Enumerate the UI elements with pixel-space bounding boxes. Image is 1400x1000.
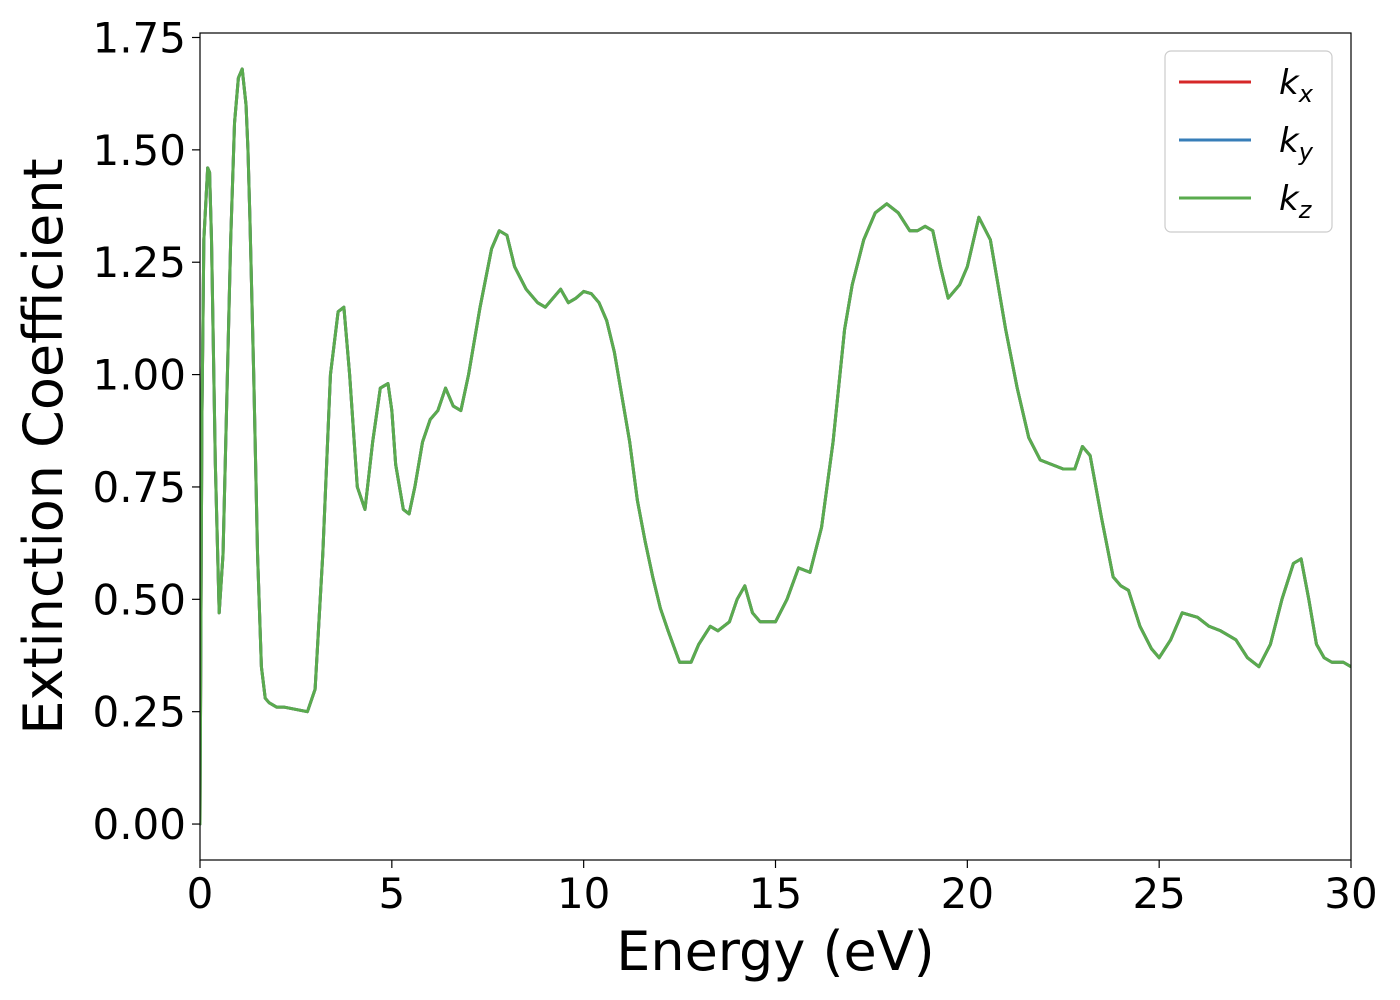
legend-label-subscript: y (1298, 138, 1314, 166)
legend-label: ky (1279, 121, 1314, 166)
y-axis-title: Extinction Coefficient (12, 158, 75, 734)
y-tick-label: 0.25 (92, 688, 186, 737)
legend-label-base: k (1279, 121, 1300, 161)
x-tick-label: 15 (749, 869, 802, 918)
legend-label: kx (1279, 63, 1314, 108)
legend-label-base: k (1279, 63, 1300, 103)
series-line-k-z (200, 67, 1351, 826)
y-tick-label: 0.50 (92, 575, 186, 624)
y-tick-label: 1.25 (92, 238, 186, 287)
y-axis: 0.00 0.25 0.50 0.75 1.00 1.25 1.50 1.75 (92, 13, 200, 849)
y-tick-label: 0.00 (92, 800, 186, 849)
x-tick-label: 20 (941, 869, 994, 918)
x-tick-label: 10 (557, 869, 610, 918)
legend-label-subscript: z (1298, 196, 1313, 224)
legend-label: kz (1279, 179, 1313, 224)
series-layer (200, 67, 1351, 826)
y-tick-label: 1.00 (92, 351, 186, 400)
legend-label-base: k (1279, 179, 1300, 219)
x-tick-label: 25 (1132, 869, 1185, 918)
x-tick-label: 30 (1324, 869, 1377, 918)
x-axis-title: Energy (eV) (616, 920, 935, 983)
y-tick-label: 1.50 (92, 126, 186, 175)
x-tick-label: 5 (378, 869, 405, 918)
y-tick-label: 0.75 (92, 463, 186, 512)
x-tick-label: 0 (187, 869, 214, 918)
legend-label-subscript: x (1298, 80, 1314, 108)
y-tick-label: 1.75 (92, 13, 186, 62)
x-axis: 0 5 10 15 20 25 30 (187, 860, 1378, 918)
